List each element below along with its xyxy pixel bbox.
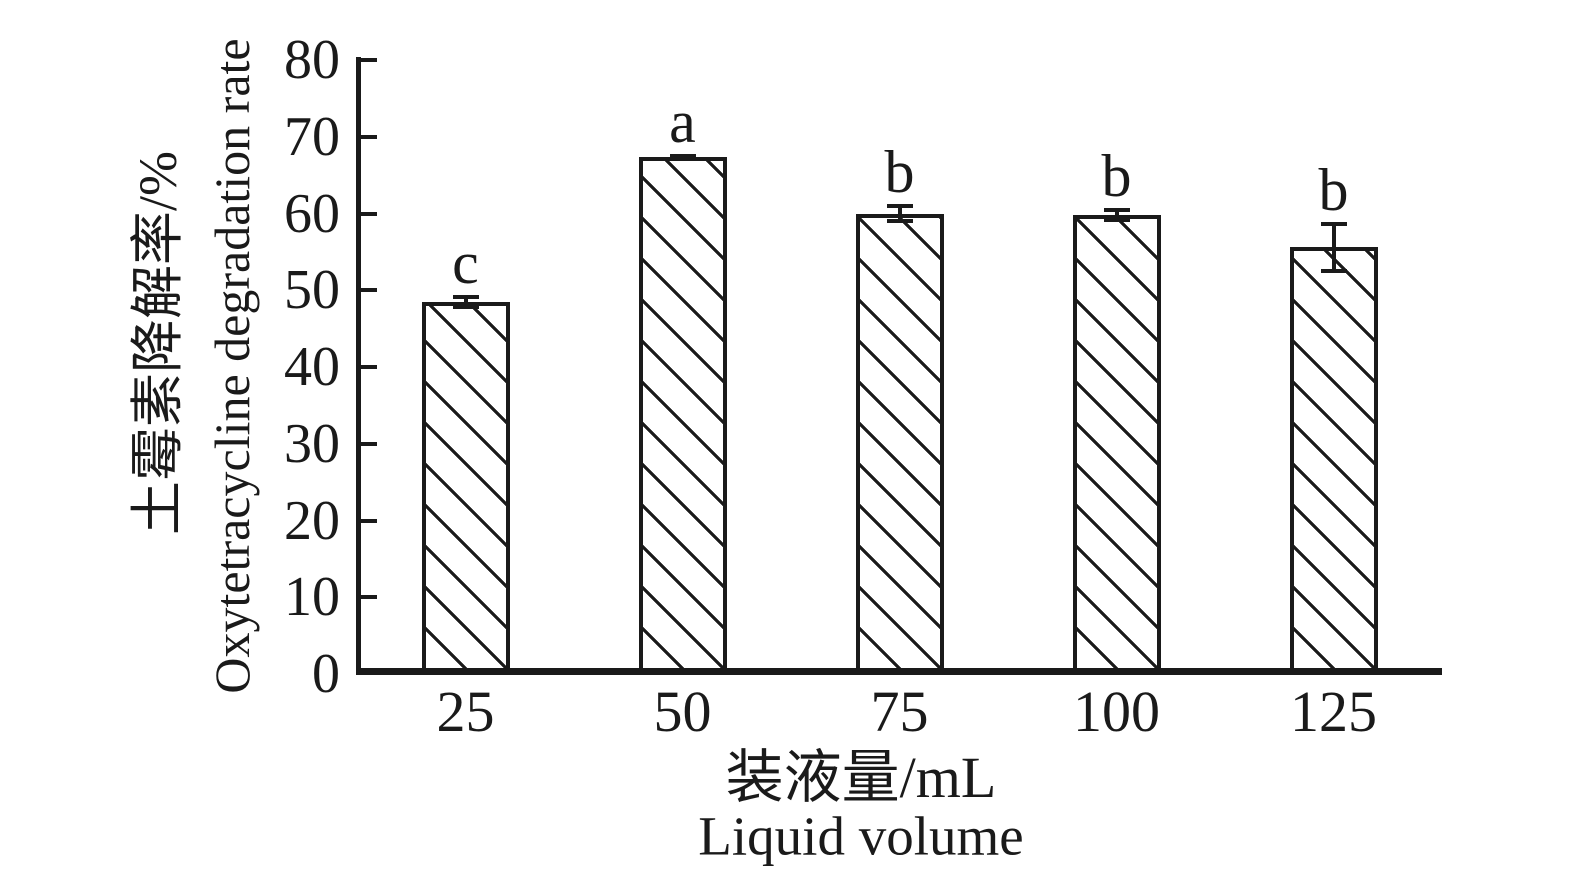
error-bar-stem xyxy=(463,294,468,309)
y-tick-label: 20 xyxy=(284,489,340,552)
error-bar-cap-bottom xyxy=(669,156,696,161)
error-bar-stem xyxy=(897,204,902,223)
y-tick-mark xyxy=(361,441,377,446)
bar xyxy=(421,301,510,672)
y-tick-mark xyxy=(361,58,377,62)
significance-letter: b xyxy=(884,139,915,206)
y-tick-label: 80 xyxy=(284,29,340,91)
x-tick-label: 25 xyxy=(436,679,495,744)
y-tick-label: 30 xyxy=(284,412,340,475)
y-tick-label: 40 xyxy=(284,336,340,398)
y-tick-label: 50 xyxy=(284,259,340,322)
error-bar-cap-top xyxy=(886,204,913,209)
bar xyxy=(638,157,727,672)
significance-letter: a xyxy=(669,89,696,156)
error-bar-cap-top xyxy=(669,154,696,159)
error-bar-cap-bottom xyxy=(452,304,479,309)
x-tick-label: 125 xyxy=(1290,679,1377,744)
y-tick-mark xyxy=(361,595,377,600)
y-axis-line xyxy=(356,57,361,675)
x-axis-title-chinese: 装液量/mL xyxy=(725,745,997,810)
x-tick-label: 75 xyxy=(870,679,929,744)
y-tick-mark xyxy=(361,211,377,216)
y-tick-mark xyxy=(361,365,377,369)
bar xyxy=(855,213,944,672)
y-tick-mark xyxy=(361,518,377,523)
significance-letter: c xyxy=(452,229,479,296)
x-axis-title-english: Liquid volume xyxy=(698,805,1024,867)
y-tick-label: 60 xyxy=(284,182,340,245)
error-bar-stem xyxy=(1331,221,1336,273)
y-tick-mark xyxy=(361,134,377,139)
error-bar-cap-bottom xyxy=(886,218,913,223)
x-tick-label: 50 xyxy=(653,679,712,744)
y-tick-label: 0 xyxy=(312,643,340,705)
significance-letter: b xyxy=(1318,156,1349,223)
error-bar-cap-top xyxy=(1320,221,1347,226)
error-bar-stem xyxy=(1114,208,1119,222)
significance-letter: b xyxy=(1101,143,1132,210)
error-bar-cap-bottom xyxy=(1320,268,1347,273)
y-tick-label: 10 xyxy=(284,566,340,629)
error-bar-cap-top xyxy=(1103,208,1130,213)
bar xyxy=(1072,215,1161,672)
y-tick-label: 70 xyxy=(284,105,340,168)
error-bar-cap-top xyxy=(452,294,479,299)
error-bar-cap-bottom xyxy=(1103,217,1130,222)
x-tick-label: 100 xyxy=(1073,679,1160,744)
bar xyxy=(1289,247,1378,672)
y-tick-mark xyxy=(361,288,377,293)
